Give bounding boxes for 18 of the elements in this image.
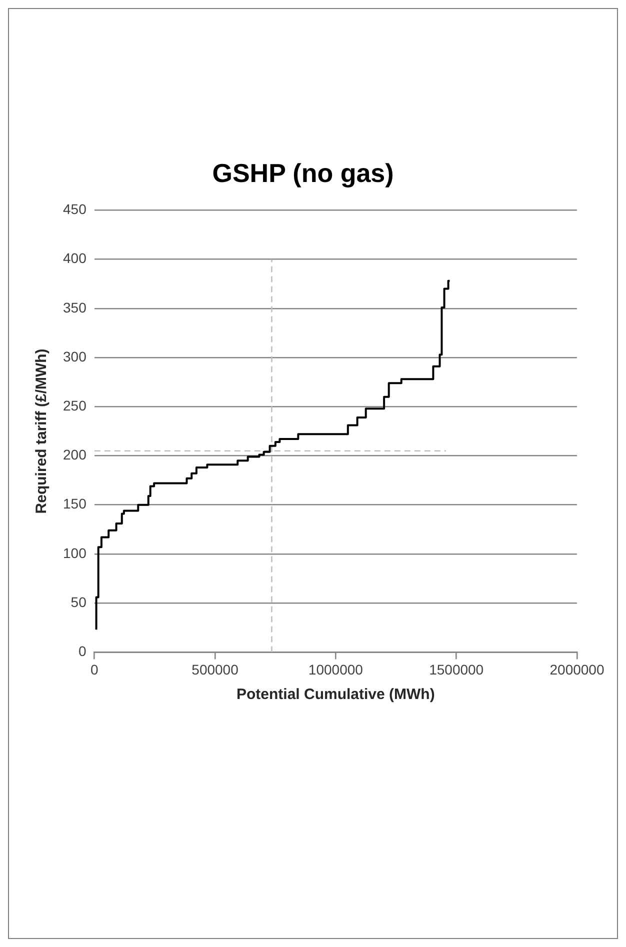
x-tick-label: 1000000 <box>308 661 364 678</box>
x-tick-label: 0 <box>90 661 98 678</box>
x-axis-title: Potential Cumulative (MWh) <box>236 686 435 704</box>
y-tick-label: 0 <box>78 643 87 660</box>
y-tick-label: 200 <box>63 446 87 463</box>
y-tick-label: 350 <box>63 299 87 316</box>
y-tick-label: 400 <box>63 250 87 266</box>
x-tick-label: 2000000 <box>550 661 604 678</box>
y-axis-title: Required tariff (£/MWh) <box>33 348 50 514</box>
y-tick-label: 150 <box>63 496 87 512</box>
chart-title: GSHP (no gas) <box>212 158 394 188</box>
y-tick-label: 450 <box>63 201 87 218</box>
y-tick-label: 300 <box>63 348 87 364</box>
y-tick-label: 100 <box>63 544 87 561</box>
x-tick-label: 500000 <box>192 661 239 678</box>
x-tick-label: 1500000 <box>429 661 484 678</box>
y-tick-label: 50 <box>70 594 87 610</box>
y-tick-label: 250 <box>63 398 87 414</box>
